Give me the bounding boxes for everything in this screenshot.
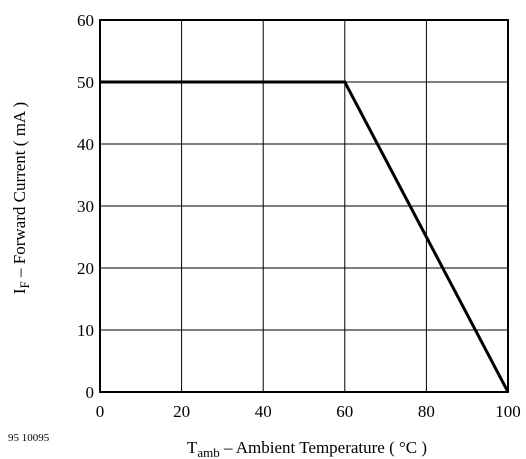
x-tick-label-0: 0 [96,402,105,421]
y-axis-label: IF – Forward Current ( mA ) [10,102,32,294]
x-axis-label-text: – Ambient Temperature ( °C ) [220,438,427,457]
x-tick-label-2: 40 [255,402,272,421]
y-axis-label-subscript: F [17,281,32,288]
series-line-0 [100,80,510,393]
y-tick-label-0: 0 [86,383,95,402]
y-tick-label-1: 10 [77,321,94,340]
document-code: 95 10095 [8,432,50,444]
plot-area [100,80,510,393]
x-axis-label: Tamb – Ambient Temperature ( °C ) [187,438,427,459]
grid [99,19,509,393]
y-tick-label-2: 20 [77,259,94,278]
x-tick-label-4: 80 [418,402,435,421]
y-axis-label-prefix: I [10,288,29,294]
plot-frame [99,19,509,393]
x-tick-label-3: 60 [336,402,353,421]
x-tick-label-1: 20 [173,402,190,421]
y-axis-label-text: – Forward Current ( mA ) [10,102,29,281]
y-tick-label-5: 50 [77,73,94,92]
x-tick-label-5: 100 [495,402,521,421]
y-tick-label-3: 30 [77,197,94,216]
x-axis-label-subscript: amb [197,445,219,459]
y-tick-label-6: 60 [77,11,94,30]
x-axis-label-prefix: T [187,438,198,457]
y-tick-label-4: 40 [77,135,94,154]
tick-labels: 0 20 40 60 80 100 0 10 20 30 40 50 60 [77,11,521,421]
